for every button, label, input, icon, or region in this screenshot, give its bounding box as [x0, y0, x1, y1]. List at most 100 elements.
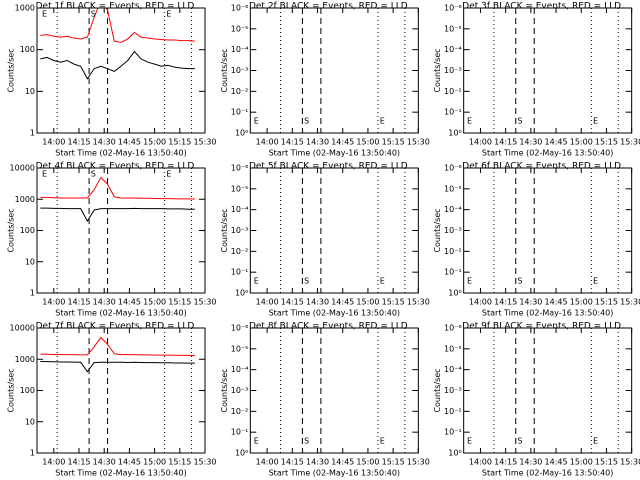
x-tick-label: 15:30: [407, 138, 430, 147]
annotation: E: [467, 437, 472, 446]
panel-title: Det 6f BLACK = Events, RED = LLD: [462, 162, 621, 172]
y-tick-label: 10⁻³: [231, 226, 249, 235]
plot-frame: [36, 327, 206, 454]
plot-frame: [249, 7, 419, 134]
y-tick-label: 10⁻³: [231, 66, 249, 75]
y-tick-label: 10⁰: [235, 129, 248, 138]
y-tick-label: 10⁻²: [444, 247, 462, 256]
y-tick-label: 10⁻²: [444, 407, 462, 416]
x-tick-label: 14:15: [494, 298, 517, 307]
x-tick-label: 15:00: [356, 138, 379, 147]
y-tick-label: 10⁻¹: [444, 108, 462, 117]
series-line: [40, 207, 195, 223]
y-axis-label: Counts/sec: [7, 48, 16, 92]
y-tick-label: 10⁻⁶: [444, 324, 462, 333]
x-tick-label: 14:00: [256, 298, 279, 307]
y-tick-label: 10⁻²: [231, 407, 249, 416]
annotation: E: [42, 10, 47, 19]
panel-title: Det 5f BLACK = Events, RED = LLD: [249, 162, 408, 172]
x-tick-label: 14:45: [545, 138, 568, 147]
annotation: E: [380, 437, 385, 446]
x-tick-label: 14:15: [67, 298, 90, 307]
annotation: E: [467, 117, 472, 126]
y-tick-label: 1: [30, 449, 35, 458]
y-tick-label: 10⁰: [448, 289, 461, 298]
annotation: E: [467, 277, 472, 286]
y-tick-label: 1: [30, 289, 35, 298]
y-tick-label: 10⁰: [448, 129, 461, 138]
x-tick-label: 15:30: [620, 298, 640, 307]
x-tick-label: 15:30: [193, 298, 216, 307]
panel: Det 1f BLACK = Events, RED = LLD Start Ti…: [7, 2, 217, 158]
y-tick-label: 10⁻⁵: [444, 184, 462, 193]
y-axis-label: Counts/sec: [220, 368, 229, 412]
x-tick-label: 14:45: [545, 458, 568, 467]
x-tick-label: 15:00: [570, 138, 593, 147]
plot-frame: [249, 167, 419, 294]
annotation: E: [254, 117, 259, 126]
panel-title: Det 2f BLACK = Events, RED = LLD: [249, 2, 408, 12]
y-tick-label: 10⁻⁵: [444, 344, 462, 353]
panel-title: Det 4f BLACK = Events, RED = LLD: [36, 162, 195, 172]
x-tick-label: 14:30: [93, 138, 116, 147]
x-axis-label: Start Time (02-May-16 13:50:40): [482, 149, 613, 158]
y-axis-label: Counts/sec: [433, 48, 442, 92]
y-tick-label: 1000: [15, 355, 35, 364]
y-tick-label: 10⁻¹: [231, 428, 249, 437]
x-tick-label: 15:15: [595, 458, 618, 467]
annotation: E: [380, 277, 385, 286]
y-tick-label: 10⁻⁴: [231, 205, 249, 214]
y-tick-label: 10⁻⁴: [231, 365, 249, 374]
annotation: S: [304, 117, 309, 126]
annotation: S: [91, 10, 96, 19]
x-tick-label: 14:30: [519, 138, 542, 147]
plot-frame: [463, 327, 633, 454]
x-tick-label: 14:15: [494, 138, 517, 147]
x-tick-label: 14:00: [42, 138, 65, 147]
y-axis-label: Counts/sec: [433, 368, 442, 412]
panel: Det 2f BLACK = Events, RED = LLD Start Ti…: [220, 2, 430, 158]
panel: Det 5f BLACK = Events, RED = LLD Start Ti…: [220, 162, 430, 318]
panel: Det 6f BLACK = Events, RED = LLD Start Ti…: [433, 162, 640, 318]
x-tick-label: 15:00: [570, 458, 593, 467]
x-axis-label: Start Time (02-May-16 13:50:40): [482, 469, 613, 478]
y-axis-label: Counts/sec: [220, 208, 229, 252]
x-tick-label: 14:00: [469, 458, 492, 467]
x-axis-label: Start Time (02-May-16 13:50:40): [269, 469, 400, 478]
panel-title: Det 8f BLACK = Events, RED = LLD: [249, 322, 408, 332]
annotation: E: [42, 170, 47, 179]
x-tick-label: 14:45: [118, 458, 141, 467]
plot-frame: [36, 7, 206, 134]
y-tick-label: 10⁻⁴: [444, 205, 462, 214]
x-tick-label: 15:15: [595, 298, 618, 307]
y-tick-label: 10⁻³: [231, 386, 249, 395]
x-tick-label: 15:30: [407, 298, 430, 307]
x-tick-label: 15:00: [143, 298, 166, 307]
x-tick-label: 14:15: [67, 138, 90, 147]
x-axis-label: Start Time (02-May-16 13:50:40): [269, 309, 400, 318]
y-tick-label: 10⁻²: [231, 87, 249, 96]
y-tick-label: 10⁻¹: [444, 428, 462, 437]
x-tick-label: 14:45: [118, 138, 141, 147]
x-axis-label: Start Time (02-May-16 13:50:40): [55, 309, 186, 318]
y-tick-label: 10⁻³: [444, 226, 462, 235]
series-line: [40, 360, 195, 373]
panel-title: Det 1f BLACK = Events, RED = LLD: [36, 2, 195, 12]
x-tick-label: 14:30: [93, 298, 116, 307]
x-axis-label: Start Time (02-May-16 13:50:40): [482, 309, 613, 318]
panel: Det 4f BLACK = Events, RED = LLD Start Ti…: [7, 162, 217, 318]
series-line: [40, 176, 195, 200]
annotation: E: [166, 170, 171, 179]
y-tick-label: 100: [20, 386, 35, 395]
x-tick-label: 14:45: [331, 298, 354, 307]
panel: Det 3f BLACK = Events, RED = LLD Start Ti…: [433, 2, 640, 158]
x-tick-label: 15:00: [143, 138, 166, 147]
x-axis-label: Start Time (02-May-16 13:50:40): [269, 149, 400, 158]
y-tick-label: 10⁻⁶: [231, 324, 249, 333]
y-tick-label: 10000: [10, 324, 35, 333]
series-line: [40, 8, 195, 43]
panel: Det 9f BLACK = Events, RED = LLD Start Ti…: [433, 322, 640, 478]
x-tick-label: 14:45: [118, 298, 141, 307]
y-tick-label: 100: [20, 226, 35, 235]
